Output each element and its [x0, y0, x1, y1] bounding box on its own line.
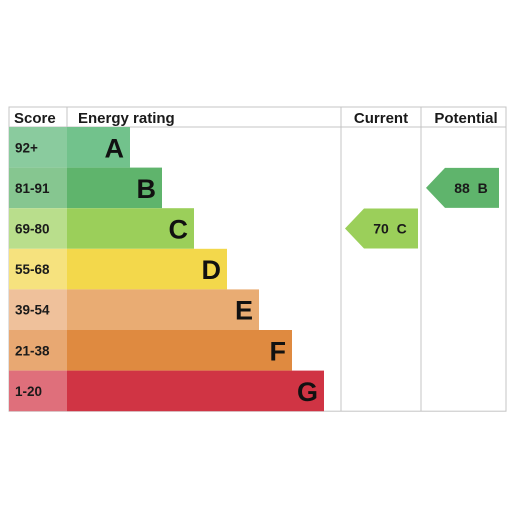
score-header: Score	[14, 110, 56, 127]
rating-bar-a	[67, 127, 130, 168]
score-cell-c	[9, 208, 67, 249]
energy-rating-header: Energy rating	[78, 110, 175, 127]
score-cell-e	[9, 289, 67, 330]
band-row-g: 1-20 G	[9, 370, 324, 412]
rating-letter-d: D	[202, 255, 222, 285]
rating-bar-g	[67, 370, 324, 412]
rating-bar-d	[67, 248, 227, 290]
band-row-b: 81-91 B	[9, 167, 162, 209]
score-cell-b	[9, 167, 67, 209]
rating-bar-b	[67, 167, 162, 209]
rating-bar-f	[67, 330, 292, 371]
rating-letter-g: G	[297, 377, 318, 407]
rating-letter-f: F	[270, 336, 287, 366]
current-header: Current	[354, 110, 408, 127]
rating-bands: 92+ A 81-91 B 69-80 C 55-68 D 39-54 E 21-38 F 1-20 G	[9, 127, 324, 412]
score-cell-a	[9, 127, 67, 168]
score-cell-d	[9, 248, 67, 290]
potential-rating-arrow: 88 B	[426, 167, 499, 208]
potential-rating-arrow-label: 88 B	[454, 180, 487, 196]
band-row-f: 21-38 F	[9, 330, 292, 371]
current-rating-arrow-shape	[345, 208, 418, 249]
band-row-c: 69-80 C	[9, 208, 194, 249]
score-range-c: 69-80	[15, 222, 50, 237]
score-cell-f	[9, 330, 67, 371]
rating-letter-a: A	[105, 133, 125, 163]
column-headers: Score Energy rating Current Potential	[14, 110, 498, 127]
score-range-b: 81-91	[15, 181, 50, 196]
rating-arrows: 70 C 88 B	[345, 167, 499, 249]
rating-bar-e	[67, 289, 259, 330]
score-range-d: 55-68	[15, 262, 50, 277]
score-range-f: 21-38	[15, 343, 50, 358]
rating-letter-c: C	[169, 215, 189, 245]
score-cell-g	[9, 370, 67, 412]
potential-header: Potential	[434, 110, 497, 127]
rating-bar-c	[67, 208, 194, 249]
band-row-a: 92+ A	[9, 127, 130, 168]
score-range-e: 39-54	[15, 303, 50, 318]
score-range-g: 1-20	[15, 384, 42, 399]
current-rating-arrow: 70 C	[345, 208, 418, 249]
rating-letter-b: B	[137, 174, 157, 204]
band-row-e: 39-54 E	[9, 289, 259, 330]
score-range-a: 92+	[15, 140, 38, 155]
current-rating-arrow-label: 70 C	[373, 221, 406, 237]
potential-rating-arrow-shape	[426, 167, 499, 208]
band-row-d: 55-68 D	[9, 248, 227, 290]
rating-letter-e: E	[235, 296, 253, 326]
